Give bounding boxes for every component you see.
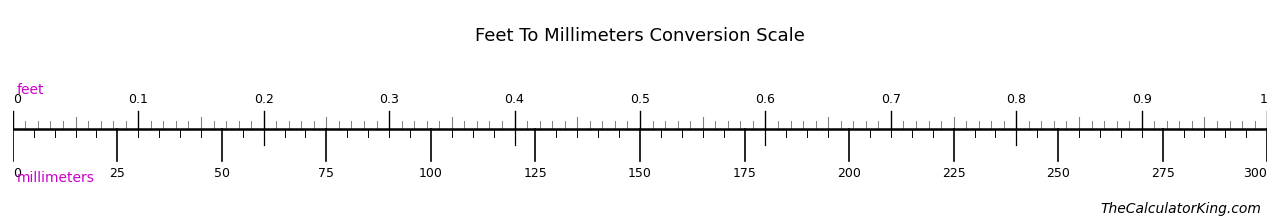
Text: 275: 275 xyxy=(1151,167,1175,180)
Text: 50: 50 xyxy=(214,167,230,180)
Text: 0.8: 0.8 xyxy=(1006,93,1027,106)
Text: 0.5: 0.5 xyxy=(630,93,650,106)
Text: 100: 100 xyxy=(419,167,443,180)
Text: 25: 25 xyxy=(109,167,125,180)
Text: 75: 75 xyxy=(319,167,334,180)
Text: 225: 225 xyxy=(942,167,965,180)
Text: 150: 150 xyxy=(628,167,652,180)
Text: millimeters: millimeters xyxy=(17,171,95,185)
Text: 0: 0 xyxy=(13,167,20,180)
Text: 125: 125 xyxy=(524,167,548,180)
Text: 0: 0 xyxy=(13,93,20,106)
Title: Feet To Millimeters Conversion Scale: Feet To Millimeters Conversion Scale xyxy=(475,28,805,46)
Text: 0.6: 0.6 xyxy=(755,93,776,106)
Text: 0.9: 0.9 xyxy=(1132,93,1152,106)
Text: 250: 250 xyxy=(1046,167,1070,180)
Text: 0.1: 0.1 xyxy=(128,93,148,106)
Text: 0.2: 0.2 xyxy=(253,93,274,106)
Text: feet: feet xyxy=(17,83,44,97)
Text: 1: 1 xyxy=(1260,93,1267,106)
Text: 300: 300 xyxy=(1243,167,1267,180)
Text: 0.3: 0.3 xyxy=(379,93,399,106)
Text: 175: 175 xyxy=(732,167,756,180)
Text: 0.7: 0.7 xyxy=(881,93,901,106)
Text: 200: 200 xyxy=(837,167,861,180)
Text: 0.4: 0.4 xyxy=(504,93,525,106)
Text: TheCalculatorKing.com: TheCalculatorKing.com xyxy=(1100,202,1261,216)
